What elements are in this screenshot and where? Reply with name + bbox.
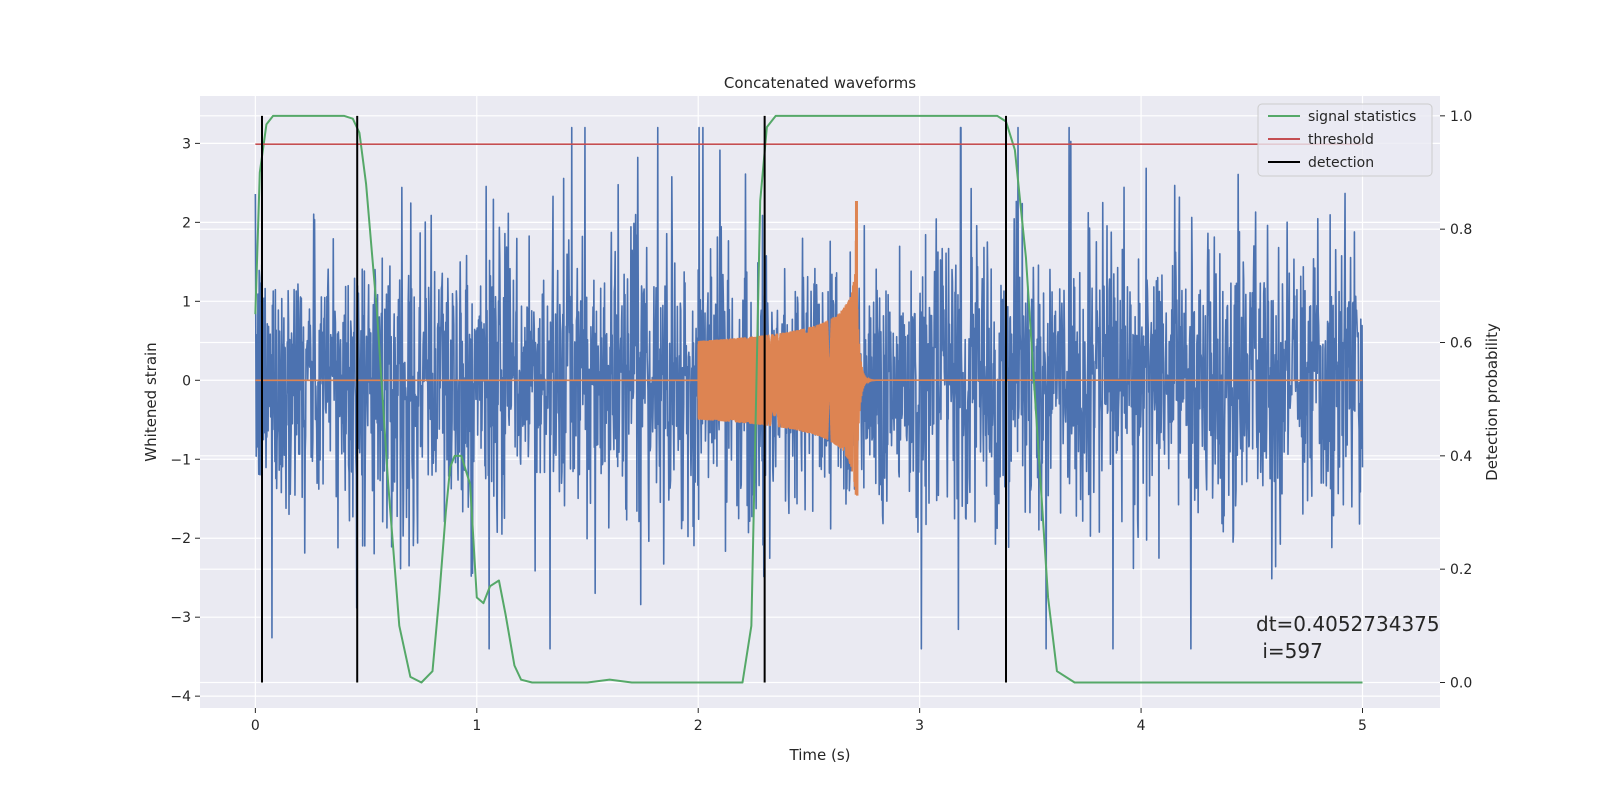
x-tick-label: 1	[472, 718, 481, 734]
annotation-dt: dt=0.4052734375	[1256, 612, 1440, 636]
y-tick-label: 2	[182, 215, 191, 231]
detection-series	[261, 115, 1007, 683]
x-tick-label: 0	[251, 718, 260, 734]
x-tick-label: 5	[1358, 718, 1367, 734]
y-axis-label: Whitened strain	[142, 342, 160, 461]
y-tick-label: −4	[170, 689, 191, 705]
y-tick-label: 1	[182, 294, 191, 310]
x-axis-label: Time (s)	[789, 746, 851, 764]
y-tick-label: 0	[182, 373, 191, 389]
y-tick-label: 3	[182, 136, 191, 152]
legend-label-detection: detection	[1308, 155, 1374, 171]
x-tick-label: 2	[694, 718, 703, 734]
axes: 0 1 2 3 4 5 −4 −3 −2 −1 0 1 2 3 0.0 0.2 0.4 0.6 0.8 1.0	[170, 109, 1472, 734]
legend-frame	[1257, 103, 1433, 177]
legend-label-threshold: threshold	[1308, 132, 1374, 148]
legend: signal statistics threshold detection	[1257, 103, 1433, 177]
annotation-i: i=597	[1256, 639, 1323, 663]
y2-tick-label: 0.8	[1450, 222, 1472, 238]
legend-label-signal-statistics: signal statistics	[1308, 109, 1416, 125]
y2-tick-label: 0.0	[1450, 676, 1472, 692]
y2-tick-label: 0.2	[1450, 562, 1472, 578]
signal-statistics-line	[254, 114, 1363, 684]
y-tick-label: −3	[170, 610, 191, 626]
chart-title: Concatenated waveforms	[724, 74, 916, 92]
y2-tick-label: 1.0	[1450, 109, 1472, 125]
y2-tick-label: 0.6	[1450, 336, 1472, 352]
x-tick-label: 3	[915, 718, 924, 734]
x-tick-label: 4	[1137, 718, 1146, 734]
signal-statistics-series	[254, 114, 1363, 684]
waveform-series	[255, 201, 1363, 496]
y-tick-label: −1	[170, 452, 191, 468]
y2-tick-label: 0.4	[1450, 449, 1472, 465]
y-tick-label: −2	[170, 531, 191, 547]
waveform-line	[255, 201, 1363, 496]
y2-axis-label: Detection probability	[1483, 323, 1501, 481]
